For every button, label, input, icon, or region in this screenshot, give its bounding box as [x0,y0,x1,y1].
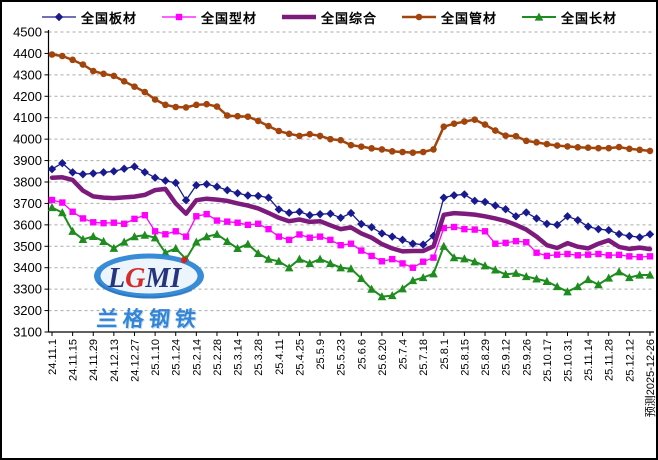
legend-item-zonghe: 全国综合 [281,8,377,27]
triangle-marker-icon [522,12,557,21]
svg-text:25.10.31: 25.10.31 [563,339,575,382]
thick-line-marker-icon [281,14,316,20]
svg-text:25.10.17: 25.10.17 [542,339,554,382]
svg-text:25.4.25: 25.4.25 [294,339,306,376]
svg-text:25.6.6: 25.6.6 [356,339,368,370]
svg-text:4200: 4200 [13,89,42,104]
legend-label-changca: 全国长材 [561,10,618,26]
svg-text:4000: 4000 [13,132,42,147]
svg-text:3400: 3400 [13,260,42,275]
svg-text:24.12.13: 24.12.13 [109,339,121,382]
svg-text:25.9.12: 25.9.12 [501,339,513,376]
chart-legend: 全国板材 全国型材 全国综合 全国管材 全国长材 [2,6,656,28]
svg-text:25.6.20: 25.6.20 [377,339,389,376]
svg-text:25.1.24: 25.1.24 [171,339,183,376]
svg-text:25.5.23: 25.5.23 [336,339,348,376]
svg-text:25.3.28: 25.3.28 [253,339,265,376]
legend-label-zonghe: 全国综合 [320,10,377,26]
svg-text:25.8.15: 25.8.15 [459,339,471,376]
svg-text:25.8.1: 25.8.1 [439,339,451,370]
svg-text:3100: 3100 [13,325,42,340]
svg-text:24.12.27: 24.12.27 [129,339,141,382]
svg-text:25.11.28: 25.11.28 [604,339,616,381]
circle-marker-icon [402,13,436,21]
legend-item-changca: 全国长材 [521,8,617,27]
svg-text:25.3.14: 25.3.14 [233,339,245,376]
svg-text:4300: 4300 [13,67,42,82]
square-marker-icon [161,13,196,21]
svg-text:24.11.29: 24.11.29 [88,339,100,381]
svg-text:25.7.4: 25.7.4 [398,339,410,370]
svg-text:预测2025-12-26: 预测2025-12-26 [644,339,656,417]
svg-text:25.5.9: 25.5.9 [315,339,327,370]
legend-label-guanca: 全国管材 [441,10,498,26]
svg-text:3900: 3900 [13,153,42,168]
svg-text:25.1.10: 25.1.10 [150,339,162,376]
legend-label-xingca: 全国型材 [200,10,257,26]
svg-text:3600: 3600 [13,217,42,232]
legend-label-banca: 全国板材 [80,10,137,26]
svg-text:3300: 3300 [13,282,42,297]
svg-text:25.2.14: 25.2.14 [191,339,203,376]
svg-text:25.8.29: 25.8.29 [480,339,492,376]
svg-text:25.2.28: 25.2.28 [212,339,224,376]
svg-text:3500: 3500 [13,239,42,254]
legend-item-guanca: 全国管材 [401,8,497,27]
legend-item-banca: 全国板材 [41,8,137,27]
svg-text:3800: 3800 [13,175,42,190]
svg-text:25.11.14: 25.11.14 [583,339,595,381]
svg-text:25.9.26: 25.9.26 [521,339,533,376]
svg-text:25.4.11: 25.4.11 [274,339,286,375]
svg-text:3200: 3200 [13,303,42,318]
legend-item-xingca: 全国型材 [161,8,257,27]
svg-text:4400: 4400 [13,46,42,61]
svg-text:24.11.15: 24.11.15 [68,339,80,381]
diamond-marker-icon [41,12,76,22]
svg-text:4100: 4100 [13,110,42,125]
svg-text:3700: 3700 [13,196,42,211]
svg-text:25.12.12: 25.12.12 [624,339,636,382]
svg-text:24.11.1: 24.11.1 [47,339,59,375]
svg-text:4500: 4500 [13,25,42,40]
svg-text:25.7.18: 25.7.18 [418,339,430,376]
